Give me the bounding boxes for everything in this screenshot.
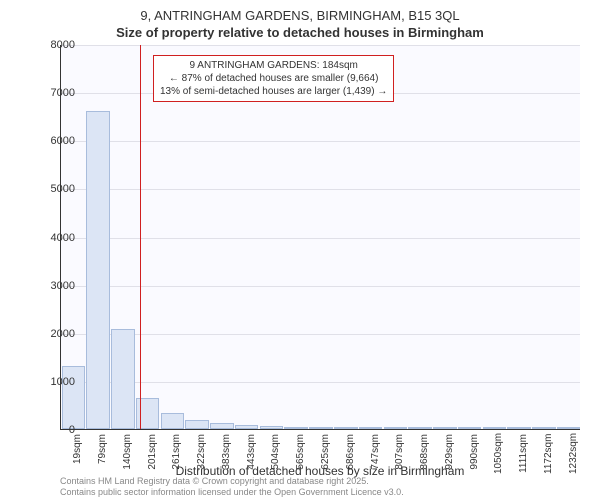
histogram-bar xyxy=(284,427,308,429)
x-tick-label: 261sqm xyxy=(171,434,182,474)
chart-plot-container: 9 ANTRINGHAM GARDENS: 184sqm← 87% of det… xyxy=(60,45,580,430)
histogram-bar xyxy=(532,427,556,429)
chart-title-sub: Size of property relative to detached ho… xyxy=(0,25,600,40)
x-tick-label: 868sqm xyxy=(419,434,430,474)
histogram-bar xyxy=(210,423,234,429)
histogram-bar xyxy=(111,329,135,429)
footer-attribution: Contains HM Land Registry data © Crown c… xyxy=(60,476,404,498)
footer-line2: Contains public sector information licen… xyxy=(60,487,404,498)
annotation-text: 9 ANTRINGHAM GARDENS: 184sqm xyxy=(160,59,387,72)
annotation-text: ← 87% of detached houses are smaller (9,… xyxy=(160,72,387,85)
x-tick-label: 625sqm xyxy=(320,434,331,474)
x-tick-label: 140sqm xyxy=(122,434,133,474)
y-tick-label: 2000 xyxy=(51,328,75,340)
x-tick-label: 929sqm xyxy=(444,434,455,474)
y-tick-label: 1000 xyxy=(51,376,75,388)
annotation-text: 13% of semi-detached houses are larger (… xyxy=(160,85,387,98)
histogram-bar xyxy=(309,427,333,429)
grid-line xyxy=(61,382,580,383)
annotation-box: 9 ANTRINGHAM GARDENS: 184sqm← 87% of det… xyxy=(153,55,394,102)
x-tick-label: 443sqm xyxy=(246,434,257,474)
y-tick-label: 5000 xyxy=(51,183,75,195)
x-tick-label: 1050sqm xyxy=(493,434,504,474)
histogram-bar xyxy=(433,427,457,429)
property-marker-line xyxy=(140,45,141,429)
x-tick-label: 807sqm xyxy=(394,434,405,474)
histogram-bar xyxy=(384,427,408,429)
plot-area: 9 ANTRINGHAM GARDENS: 184sqm← 87% of det… xyxy=(60,45,580,430)
x-tick-label: 990sqm xyxy=(469,434,480,474)
grid-line xyxy=(61,45,580,46)
x-tick-label: 504sqm xyxy=(270,434,281,474)
x-tick-label: 747sqm xyxy=(370,434,381,474)
y-tick-label: 7000 xyxy=(51,87,75,99)
grid-line xyxy=(61,286,580,287)
grid-line xyxy=(61,189,580,190)
x-tick-label: 383sqm xyxy=(221,434,232,474)
x-tick-label: 565sqm xyxy=(295,434,306,474)
x-tick-label: 19sqm xyxy=(72,434,83,474)
grid-line xyxy=(61,334,580,335)
histogram-bar xyxy=(507,427,531,429)
grid-line xyxy=(61,238,580,239)
chart-title-main: 9, ANTRINGHAM GARDENS, BIRMINGHAM, B15 3… xyxy=(0,8,600,23)
histogram-bar xyxy=(458,427,482,429)
histogram-bar xyxy=(161,413,185,429)
x-tick-label: 686sqm xyxy=(345,434,356,474)
x-tick-label: 79sqm xyxy=(97,434,108,474)
x-tick-label: 322sqm xyxy=(196,434,207,474)
y-tick-label: 3000 xyxy=(51,280,75,292)
x-tick-label: 201sqm xyxy=(147,434,158,474)
histogram-bar xyxy=(235,425,259,429)
histogram-bar xyxy=(260,426,284,429)
x-tick-label: 1111sqm xyxy=(518,434,529,474)
y-tick-label: 4000 xyxy=(51,232,75,244)
y-tick-label: 6000 xyxy=(51,135,75,147)
x-tick-label: 1172sqm xyxy=(543,434,554,474)
histogram-bar xyxy=(334,427,358,429)
y-tick-label: 8000 xyxy=(51,39,75,51)
histogram-bar xyxy=(408,427,432,429)
grid-line xyxy=(61,141,580,142)
histogram-bar xyxy=(185,420,209,429)
histogram-bar xyxy=(483,427,507,429)
histogram-bar xyxy=(86,111,110,429)
x-tick-label: 1232sqm xyxy=(568,434,579,474)
histogram-bar xyxy=(359,427,383,429)
footer-line1: Contains HM Land Registry data © Crown c… xyxy=(60,476,404,487)
histogram-bar xyxy=(557,427,581,429)
